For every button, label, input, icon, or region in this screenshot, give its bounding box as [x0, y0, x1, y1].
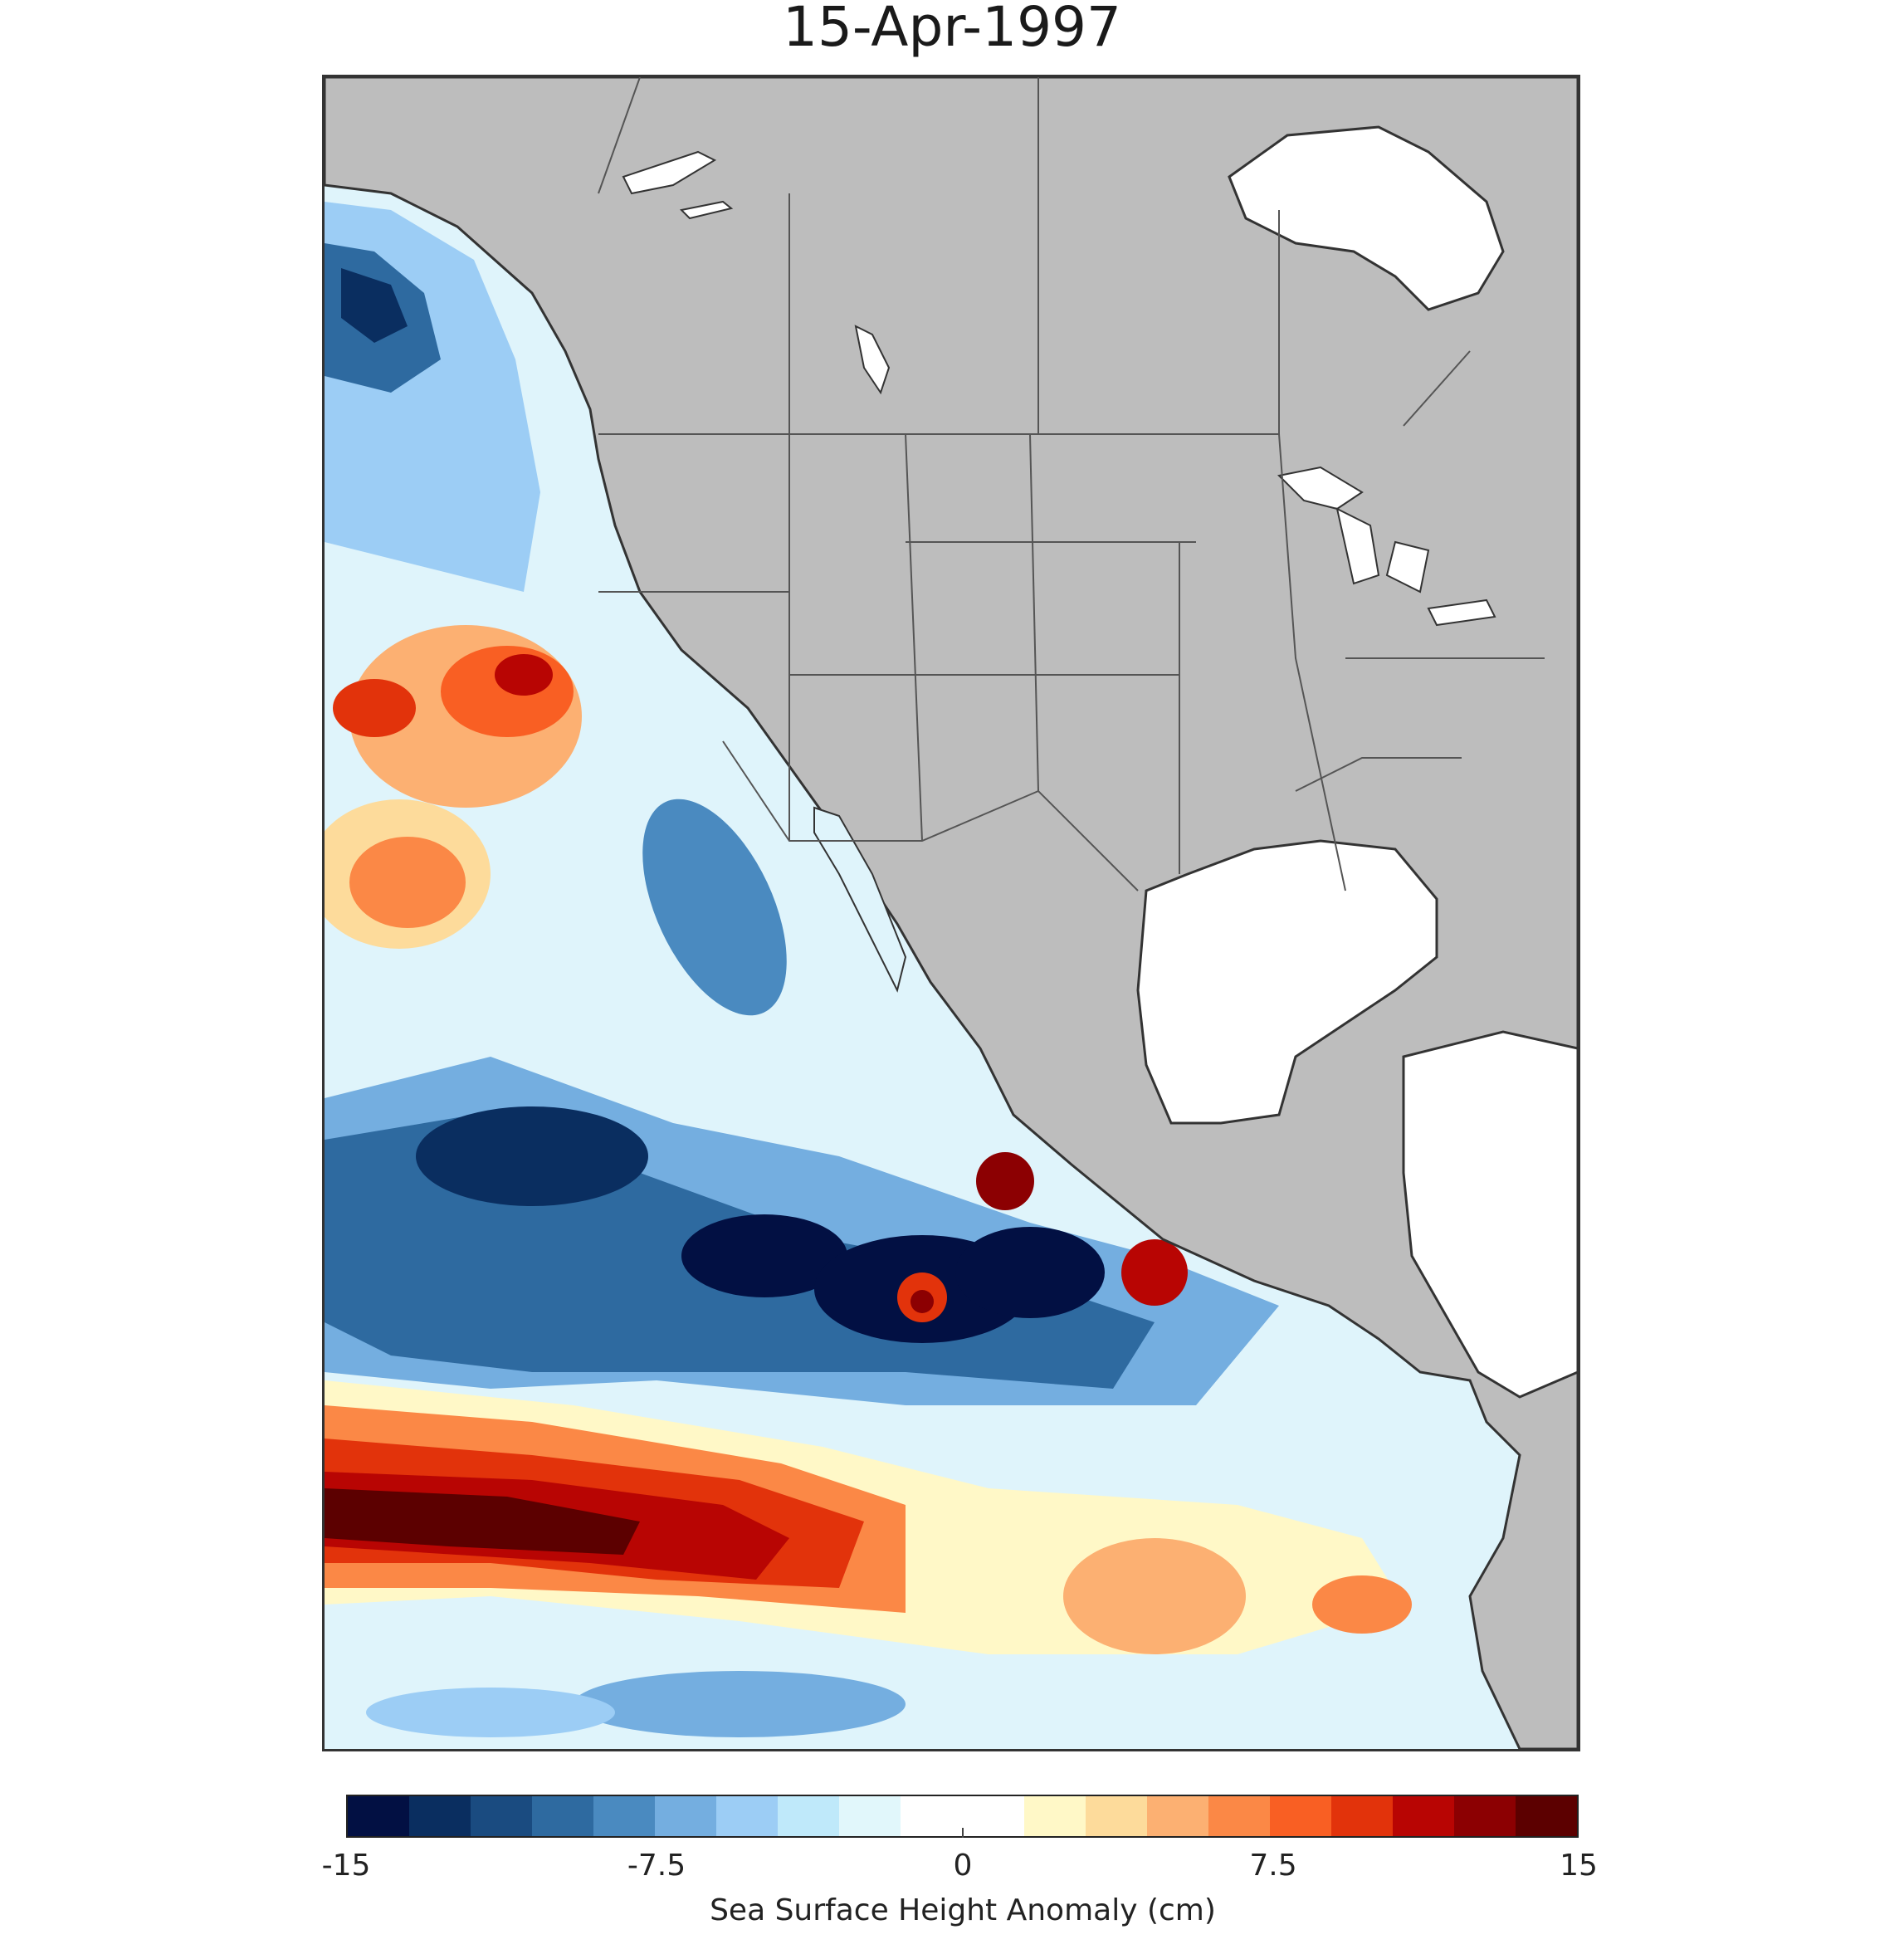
- colorbar-swatch: [901, 1796, 963, 1836]
- colorbar-swatch: [1023, 1796, 1086, 1836]
- land-masses: [325, 77, 1578, 1749]
- colorbar-swatch: [1515, 1796, 1577, 1836]
- colorbar-tick-label: 7.5: [1249, 1849, 1297, 1883]
- colorbar-swatch: [532, 1796, 594, 1836]
- sea-surface-height-map: [322, 75, 1580, 1751]
- political-borders: [598, 77, 1545, 891]
- colorbar-swatch: [1269, 1796, 1331, 1836]
- colorbar-swatch: [778, 1796, 840, 1836]
- colorbar-swatch: [839, 1796, 901, 1836]
- colorbar-tick-label: -15: [321, 1849, 371, 1883]
- colorbar-swatch: [409, 1796, 471, 1836]
- colorbar-tick-label: -7.5: [627, 1849, 686, 1883]
- colorbar-swatch: [655, 1796, 717, 1836]
- colorbar-swatch: [1146, 1796, 1208, 1836]
- colorbar-swatch: [471, 1796, 533, 1836]
- colorbar-tick-label: 15: [1560, 1849, 1598, 1883]
- colorbar-zero-tick-mark: [962, 1828, 964, 1838]
- colorbar-swatch: [1085, 1796, 1147, 1836]
- map-title: 15-Apr-1997: [782, 0, 1122, 59]
- colorbar-swatch: [348, 1796, 410, 1836]
- colorbar-swatch: [1392, 1796, 1454, 1836]
- colorbar-swatch: [962, 1796, 1024, 1836]
- colorbar-swatch: [593, 1796, 656, 1836]
- colorbar-swatch: [1330, 1796, 1393, 1836]
- colorbar-swatch: [716, 1796, 779, 1836]
- colorbar-tick-label: 0: [953, 1849, 973, 1883]
- colorbar-swatch: [1453, 1796, 1516, 1836]
- colorbar-label: Sea Surface Height Anomaly (cm): [710, 1893, 1216, 1927]
- colorbar-swatch: [1208, 1796, 1270, 1836]
